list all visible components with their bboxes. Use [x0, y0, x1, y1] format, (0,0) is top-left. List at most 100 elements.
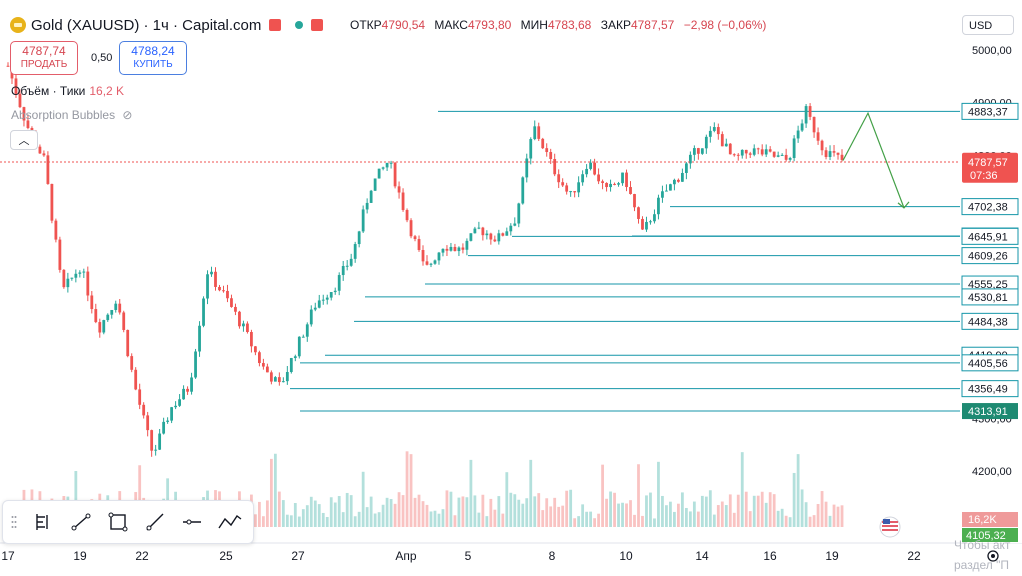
trend-line-tool[interactable] [68, 508, 95, 536]
volume-level-text: 4105,32 [966, 530, 1006, 542]
volume-bar [744, 491, 748, 527]
candle-body [669, 184, 672, 191]
candle-body [357, 231, 361, 245]
candle-body [677, 179, 680, 182]
sell-button[interactable]: 4787,74 ПРОДАТЬ [10, 41, 78, 75]
candle-body [473, 228, 477, 234]
collapse-legend-button[interactable]: ︿ [10, 130, 38, 150]
buy-button[interactable]: 4788,24 КУПИТЬ [119, 41, 187, 75]
candle-body [46, 155, 50, 184]
volume-bar [297, 516, 301, 527]
volume-bar [433, 510, 437, 527]
candle-body [401, 192, 405, 210]
candle-body [297, 336, 301, 357]
volume-bar [669, 501, 672, 527]
price-tick-label: 5000,00 [972, 45, 1012, 57]
data-status-icon[interactable] [311, 19, 324, 31]
volume-bar [501, 513, 505, 527]
volume-tag-text: 16,2K [968, 514, 997, 526]
bar-timer-text: 07:36 [970, 170, 998, 182]
volume-bar [577, 516, 581, 527]
symbol-title[interactable]: Gold (XAUUSD) · 1ч · Capital.com [31, 16, 262, 34]
candle-body [170, 407, 174, 421]
candle-body [106, 314, 110, 321]
level-price-tag [961, 312, 1019, 330]
candle-body [744, 149, 748, 154]
rectangle-tool[interactable] [105, 508, 132, 536]
volume-bar [696, 511, 700, 527]
volume-bar [824, 501, 828, 527]
currency-selector[interactable]: USD [962, 15, 1014, 35]
fib-retracement-tool[interactable] [31, 508, 58, 536]
candle-body [764, 149, 768, 155]
candle-body [505, 231, 509, 236]
candle-body [38, 146, 42, 154]
volume-bar [780, 508, 784, 527]
candle-body [513, 223, 517, 226]
candle-body [828, 151, 832, 158]
volume-bar [305, 505, 309, 527]
candle-body [696, 148, 700, 154]
candle-body [26, 120, 30, 129]
candle-body [577, 182, 581, 193]
projection-line[interactable] [842, 111, 905, 209]
ray-tool[interactable] [142, 508, 169, 536]
candle-body [417, 239, 421, 251]
candle-body [489, 233, 493, 240]
notice-text-line2: раздел "П [954, 558, 1009, 572]
candle-body [277, 377, 281, 383]
volume-bar [820, 491, 824, 527]
path-tool[interactable] [216, 508, 243, 536]
level-price-tag [962, 403, 1018, 420]
volume-indicator-legend[interactable]: Объём · Тики 16,2 K [11, 84, 124, 98]
volume-bar [828, 515, 832, 527]
candle-body [792, 138, 796, 158]
volume-bar [557, 506, 561, 527]
volume-bar [429, 511, 433, 527]
volume-bar [680, 492, 684, 527]
volume-bar [832, 504, 836, 527]
settings-icon[interactable] [987, 550, 999, 562]
volume-bar [453, 515, 457, 527]
volume-bar [573, 518, 577, 527]
candle-body [50, 183, 54, 221]
candle-body [585, 168, 589, 175]
absorption-indicator-legend[interactable]: Absorption Bubbles ⊘ [11, 108, 132, 122]
candle-body [114, 303, 118, 310]
candle-body [66, 278, 70, 288]
candle-body [134, 369, 138, 390]
candle-body [633, 194, 636, 208]
volume-bar [708, 490, 712, 527]
candle-body [281, 381, 285, 383]
candle-body [122, 312, 126, 330]
close-label: ЗАКР [600, 18, 631, 32]
volume-bar [657, 461, 660, 527]
fib-icon [36, 514, 48, 530]
candle-body [481, 227, 485, 236]
horizontal-line-tool[interactable] [179, 508, 206, 536]
candle-body [445, 248, 449, 251]
candle-body [54, 220, 58, 240]
candle-body [110, 309, 114, 315]
candle-body [325, 297, 329, 300]
candle-body [130, 356, 134, 370]
volume-bar [353, 516, 357, 527]
volume-bar [760, 491, 764, 527]
time-tick-label: 19 [825, 549, 839, 563]
horizontal-line-icon [183, 519, 202, 525]
drag-handle-icon[interactable] [11, 515, 21, 529]
candle-body [637, 207, 640, 219]
candle-body [329, 292, 333, 298]
volume-bar [493, 509, 497, 527]
alert-flag-icon[interactable] [269, 19, 282, 31]
volume-bar [337, 496, 341, 527]
candle-body [836, 152, 840, 155]
hidden-eye-icon[interactable]: ⊘ [122, 108, 133, 122]
level-price-text: 4405,56 [968, 358, 1008, 370]
candle-body [413, 236, 417, 240]
volume-bar [449, 491, 453, 527]
candle-body [102, 320, 106, 333]
candle-body [42, 153, 46, 156]
candle-body [561, 182, 565, 186]
